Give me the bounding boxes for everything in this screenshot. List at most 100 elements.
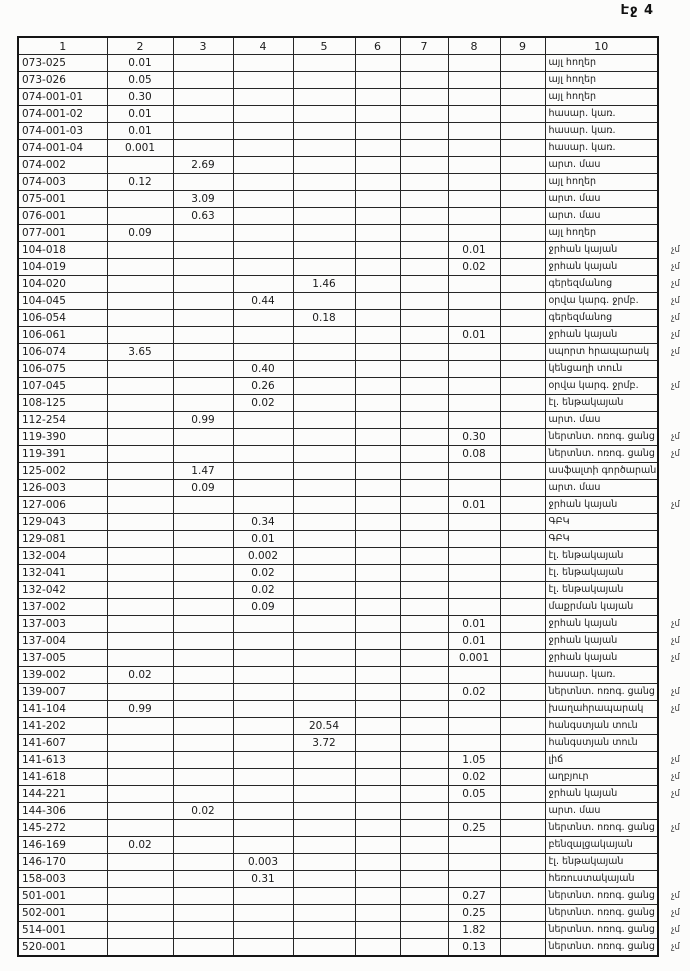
value-cell [499,479,546,497]
value-cell [354,904,401,922]
parcel-code-cell: 132-042 [17,581,108,599]
value-cell: 0.02 [232,564,294,582]
margin-note: չմ [657,615,688,633]
margin-note [657,156,688,174]
value-cell [106,190,174,208]
margin-note [657,173,688,191]
value-cell [232,734,294,752]
parcel-code-cell: 073-025 [17,54,108,72]
value-cell [354,411,401,429]
value-cell [172,258,234,276]
parcel-code-cell: 139-002 [17,666,108,684]
value-cell [106,394,174,412]
parcel-code-cell: 108-125 [17,394,108,412]
land-parcel-table: 1 2 3 4 5 6 7 8 9 10 073-025 0.01 այլ հողեր 073-026 0… [17,36,688,957]
value-cell [232,666,294,684]
value-cell [499,326,546,344]
value-cell [447,717,501,735]
value-cell [232,819,294,837]
value-cell [106,853,174,871]
margin-note [657,547,688,565]
value-cell: 0.02 [172,802,234,820]
value-cell [399,717,449,735]
value-cell [447,666,501,684]
value-cell [499,139,546,157]
margin-note: չմ [657,241,688,259]
value-cell [292,819,356,837]
column-header-9: 9 [499,36,546,55]
value-cell [447,207,501,225]
value-cell [399,683,449,701]
parcel-code-cell: 137-005 [17,649,108,667]
value-cell: 0.31 [232,870,294,888]
land-use-cell: օրվա կարգ. ջրմբ. [544,292,659,310]
table-row: 104-018 0.01 ջրհան կայան չմ [17,241,688,259]
table-row: 146-170 0.003 էլ. ենթակայան [17,853,688,871]
value-cell [232,462,294,480]
value-cell [292,615,356,633]
table-row: 075-001 3.09 արտ. մաս [17,190,688,208]
value-cell [106,547,174,565]
table-row: 106-075 0.40 կենցաղի տուն [17,360,688,378]
value-cell [354,105,401,123]
table-row: 502-001 0.25 ներտնտ. ոռոգ. ցանց չմ [17,904,688,922]
value-cell: 0.99 [172,411,234,429]
value-cell [399,598,449,616]
value-cell [172,309,234,327]
value-cell [447,122,501,140]
margin-note [657,105,688,123]
table-row: 106-054 0.18 գերեզմանոց չմ [17,309,688,327]
land-use-cell: ԳԲԿ [544,530,659,548]
parcel-code-cell: 502-001 [17,904,108,922]
value-cell [172,751,234,769]
value-cell [499,853,546,871]
value-cell [499,445,546,463]
value-cell [399,921,449,939]
margin-note [657,530,688,548]
parcel-code-cell: 146-169 [17,836,108,854]
value-cell: 0.26 [232,377,294,395]
value-cell [106,751,174,769]
value-cell [172,581,234,599]
value-cell [292,292,356,310]
value-cell [399,496,449,514]
value-cell [106,156,174,174]
value-cell: 0.30 [106,88,174,106]
value-cell [399,887,449,905]
parcel-code-cell: 129-081 [17,530,108,548]
value-cell [399,224,449,242]
value-cell [354,802,401,820]
value-cell [292,360,356,378]
table-row: 077-001 0.09 այլ հողեր [17,224,688,242]
value-cell [232,241,294,259]
value-cell [354,700,401,718]
value-cell [172,904,234,922]
value-cell [354,938,401,957]
value-cell [447,479,501,497]
value-cell: 20.54 [292,717,356,735]
value-cell [399,819,449,837]
land-use-cell: հասար. կառ. [544,139,659,157]
margin-note [657,71,688,89]
value-cell [172,105,234,123]
value-cell [106,649,174,667]
margin-note: չմ [657,768,688,786]
value-cell [292,326,356,344]
margin-note: չմ [657,377,688,395]
value-cell [106,513,174,531]
value-cell [232,275,294,293]
value-cell [232,496,294,514]
value-cell [232,700,294,718]
parcel-code-cell: 106-074 [17,343,108,361]
value-cell: 0.01 [106,122,174,140]
page-number-label: Էջ 4 [620,3,654,18]
value-cell [399,938,449,957]
value-cell [399,105,449,123]
land-use-cell: էլ. ենթակայան [544,394,659,412]
value-cell [172,71,234,89]
parcel-code-cell: 127-006 [17,496,108,514]
table-row: 514-001 1.82 ներտնտ. ոռոգ. ցանց չմ [17,921,688,939]
margin-note [657,411,688,429]
value-cell: 1.46 [292,275,356,293]
value-cell [232,190,294,208]
